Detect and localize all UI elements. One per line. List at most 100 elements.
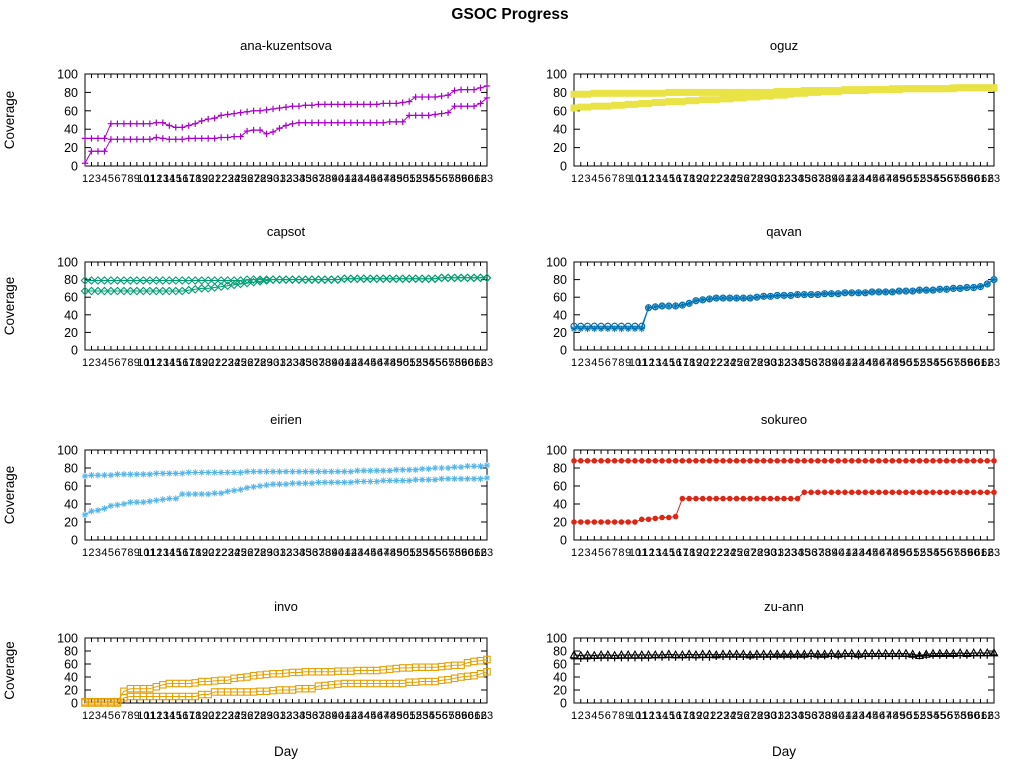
x-tick-label: 26 xyxy=(241,710,253,722)
x-tick-label: 38 xyxy=(319,710,331,722)
x-tick-label: 7 xyxy=(612,357,618,369)
x-tick-label: 11 xyxy=(636,173,647,185)
x-tick-label: 5 xyxy=(108,710,114,722)
x-tick-label: 35 xyxy=(798,710,810,722)
x-tick-label: 35 xyxy=(798,173,810,185)
y-ticks: 0 20 40 60 80 100 xyxy=(57,256,487,358)
x-tick-label: 15 xyxy=(170,547,182,559)
series-markers xyxy=(81,462,491,480)
x-tick-label: 30 xyxy=(267,547,279,559)
x-tick-label: 31 xyxy=(771,547,783,559)
x-tick-label: 24 xyxy=(724,547,736,559)
x-tick-label: 57 xyxy=(442,173,454,185)
x-tick-label: 50 xyxy=(900,173,912,185)
y-tick-label: 0 xyxy=(560,344,567,358)
x-tick-label: 59 xyxy=(961,173,973,185)
x-tick-label: 43 xyxy=(351,710,363,722)
x-tick-label: 47 xyxy=(377,357,389,369)
x-tick-label: 52 xyxy=(410,710,422,722)
x-tick-label: 2 xyxy=(578,173,584,185)
x-tick-label: 7 xyxy=(121,357,127,369)
x-tick-label: 60 xyxy=(461,547,473,559)
x-tick-labels: 1 2 3 4 5 6 7 8 91011121314151617181920212223242… xyxy=(571,710,1000,722)
x-tick-label: 59 xyxy=(961,357,973,369)
x-tick-label: 41 xyxy=(338,357,350,369)
x-tick-label: 39 xyxy=(825,357,837,369)
x-tick-label: 35 xyxy=(299,357,311,369)
x-tick-label: 24 xyxy=(228,547,240,559)
x-tick-label: 37 xyxy=(812,357,824,369)
series-markers xyxy=(571,458,997,464)
x-tick-label: 45 xyxy=(866,173,878,185)
x-tick-label: 56 xyxy=(940,357,952,369)
y-tick-label: 100 xyxy=(57,444,78,458)
x-tick-label: 4 xyxy=(101,357,107,369)
x-tick-label: 11 xyxy=(636,357,647,369)
x-tick-label: 1 xyxy=(571,547,577,559)
x-tick-label: 27 xyxy=(247,547,259,559)
x-tick-label: 59 xyxy=(455,547,467,559)
x-tick-label: 10 xyxy=(629,357,641,369)
x-tick-label: 25 xyxy=(234,710,246,722)
x-tick-label: 62 xyxy=(981,547,993,559)
x-tick-label: 16 xyxy=(176,547,188,559)
y-tick-label: 60 xyxy=(553,658,567,672)
x-tick-label: 57 xyxy=(947,357,959,369)
x-tick-label: 56 xyxy=(435,547,447,559)
x-tick-label: 51 xyxy=(907,357,919,369)
x-tick-label: 21 xyxy=(703,357,715,369)
x-tick-label: 9 xyxy=(625,357,631,369)
x-tick-label: 47 xyxy=(879,173,891,185)
x-tick-label: 55 xyxy=(429,173,441,185)
x-tick-label: 26 xyxy=(737,173,749,185)
x-tick-label: 17 xyxy=(676,547,688,559)
x-tick-label: 63 xyxy=(481,547,493,559)
x-tick-label: 44 xyxy=(859,173,871,185)
x-tick-label: 45 xyxy=(364,710,376,722)
x-tick-label: 10 xyxy=(629,710,641,722)
x-tick-label: 37 xyxy=(812,710,824,722)
x-tick-label: 20 xyxy=(202,547,214,559)
y-tick-label: 40 xyxy=(64,671,78,685)
x-tick-label: 10 xyxy=(629,547,641,559)
x-tick-label: 36 xyxy=(805,357,817,369)
x-tick-label: 41 xyxy=(839,357,851,369)
x-tick-label: 33 xyxy=(286,173,298,185)
x-tick-label: 18 xyxy=(189,173,201,185)
x-tick-label: 29 xyxy=(260,710,272,722)
x-tick-label: 5 xyxy=(108,547,114,559)
x-tick-label: 58 xyxy=(954,710,966,722)
x-tick-label: 45 xyxy=(866,547,878,559)
x-tick-label: 10 xyxy=(137,173,149,185)
y-tick-label: 60 xyxy=(553,104,567,118)
x-tick-label: 9 xyxy=(625,173,631,185)
x-tick-label: 35 xyxy=(299,547,311,559)
x-tick-label: 48 xyxy=(886,357,898,369)
x-tick-label: 18 xyxy=(189,547,201,559)
x-tick-label: 14 xyxy=(163,710,175,722)
x-tick-label: 30 xyxy=(267,357,279,369)
x-tick-label: 42 xyxy=(345,173,357,185)
x-tick-label: 22 xyxy=(710,547,722,559)
x-tick-label: 62 xyxy=(474,357,486,369)
x-tick-label: 19 xyxy=(690,547,702,559)
x-tick-label: 42 xyxy=(846,173,858,185)
x-tick-label: 18 xyxy=(683,710,695,722)
x-tick-label: 6 xyxy=(605,173,611,185)
y-tick-label: 40 xyxy=(64,498,78,512)
x-tick-label: 13 xyxy=(157,547,169,559)
x-tick-label: 63 xyxy=(481,710,493,722)
series-markers xyxy=(80,273,492,296)
x-tick-label: 17 xyxy=(676,710,688,722)
series-2 xyxy=(571,489,997,525)
x-tick-label: 25 xyxy=(234,173,246,185)
x-tick-label: 50 xyxy=(900,357,912,369)
series-line xyxy=(574,279,995,330)
x-tick-label: 42 xyxy=(846,547,858,559)
x-tick-label: 59 xyxy=(455,173,467,185)
x-tick-label: 57 xyxy=(442,357,454,369)
x-tick-label: 24 xyxy=(724,357,736,369)
x-tick-label: 16 xyxy=(176,357,188,369)
x-tick-label: 12 xyxy=(150,547,162,559)
